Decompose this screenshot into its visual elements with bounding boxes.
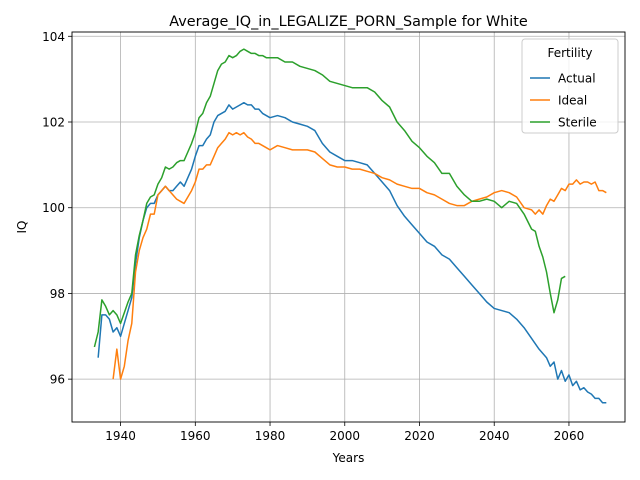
x-axis-label: Years — [332, 451, 365, 465]
series-line-ideal — [112, 131, 607, 380]
legend-title: Fertility — [547, 46, 592, 60]
x-tick-label: 1940 — [105, 429, 136, 443]
x-tick-label: 1960 — [180, 429, 211, 443]
y-tick-label: 104 — [42, 30, 65, 44]
legend-box — [521, 38, 619, 134]
y-tick-label: 100 — [42, 201, 65, 215]
axis-ticks: 1940 1960 1980 2000 2020 2040 2060 96 98 100 102 10… — [42, 30, 584, 443]
y-tick-label: 98 — [50, 287, 65, 301]
x-tick-label: 2060 — [554, 429, 585, 443]
x-tick-label: 2000 — [329, 429, 360, 443]
series-line-sterile — [93, 48, 566, 348]
legend: Fertility Actual Ideal Sterile — [521, 38, 619, 134]
legend-label-actual: Actual — [558, 72, 596, 86]
x-tick-label: 2020 — [404, 429, 435, 443]
legend-label-ideal: Ideal — [558, 94, 587, 108]
series-lines — [93, 48, 607, 404]
plot-frame — [71, 31, 626, 423]
x-tick-label: 1980 — [255, 429, 286, 443]
y-tick-label: 102 — [42, 116, 65, 130]
y-axis-label: IQ — [15, 221, 29, 234]
y-tick-label: 96 — [50, 373, 65, 387]
x-tick-label: 2040 — [479, 429, 510, 443]
chart-title: Average_IQ_in_LEGALIZE_PORN_Sample for W… — [169, 14, 528, 30]
legend-label-sterile: Sterile — [558, 116, 597, 130]
